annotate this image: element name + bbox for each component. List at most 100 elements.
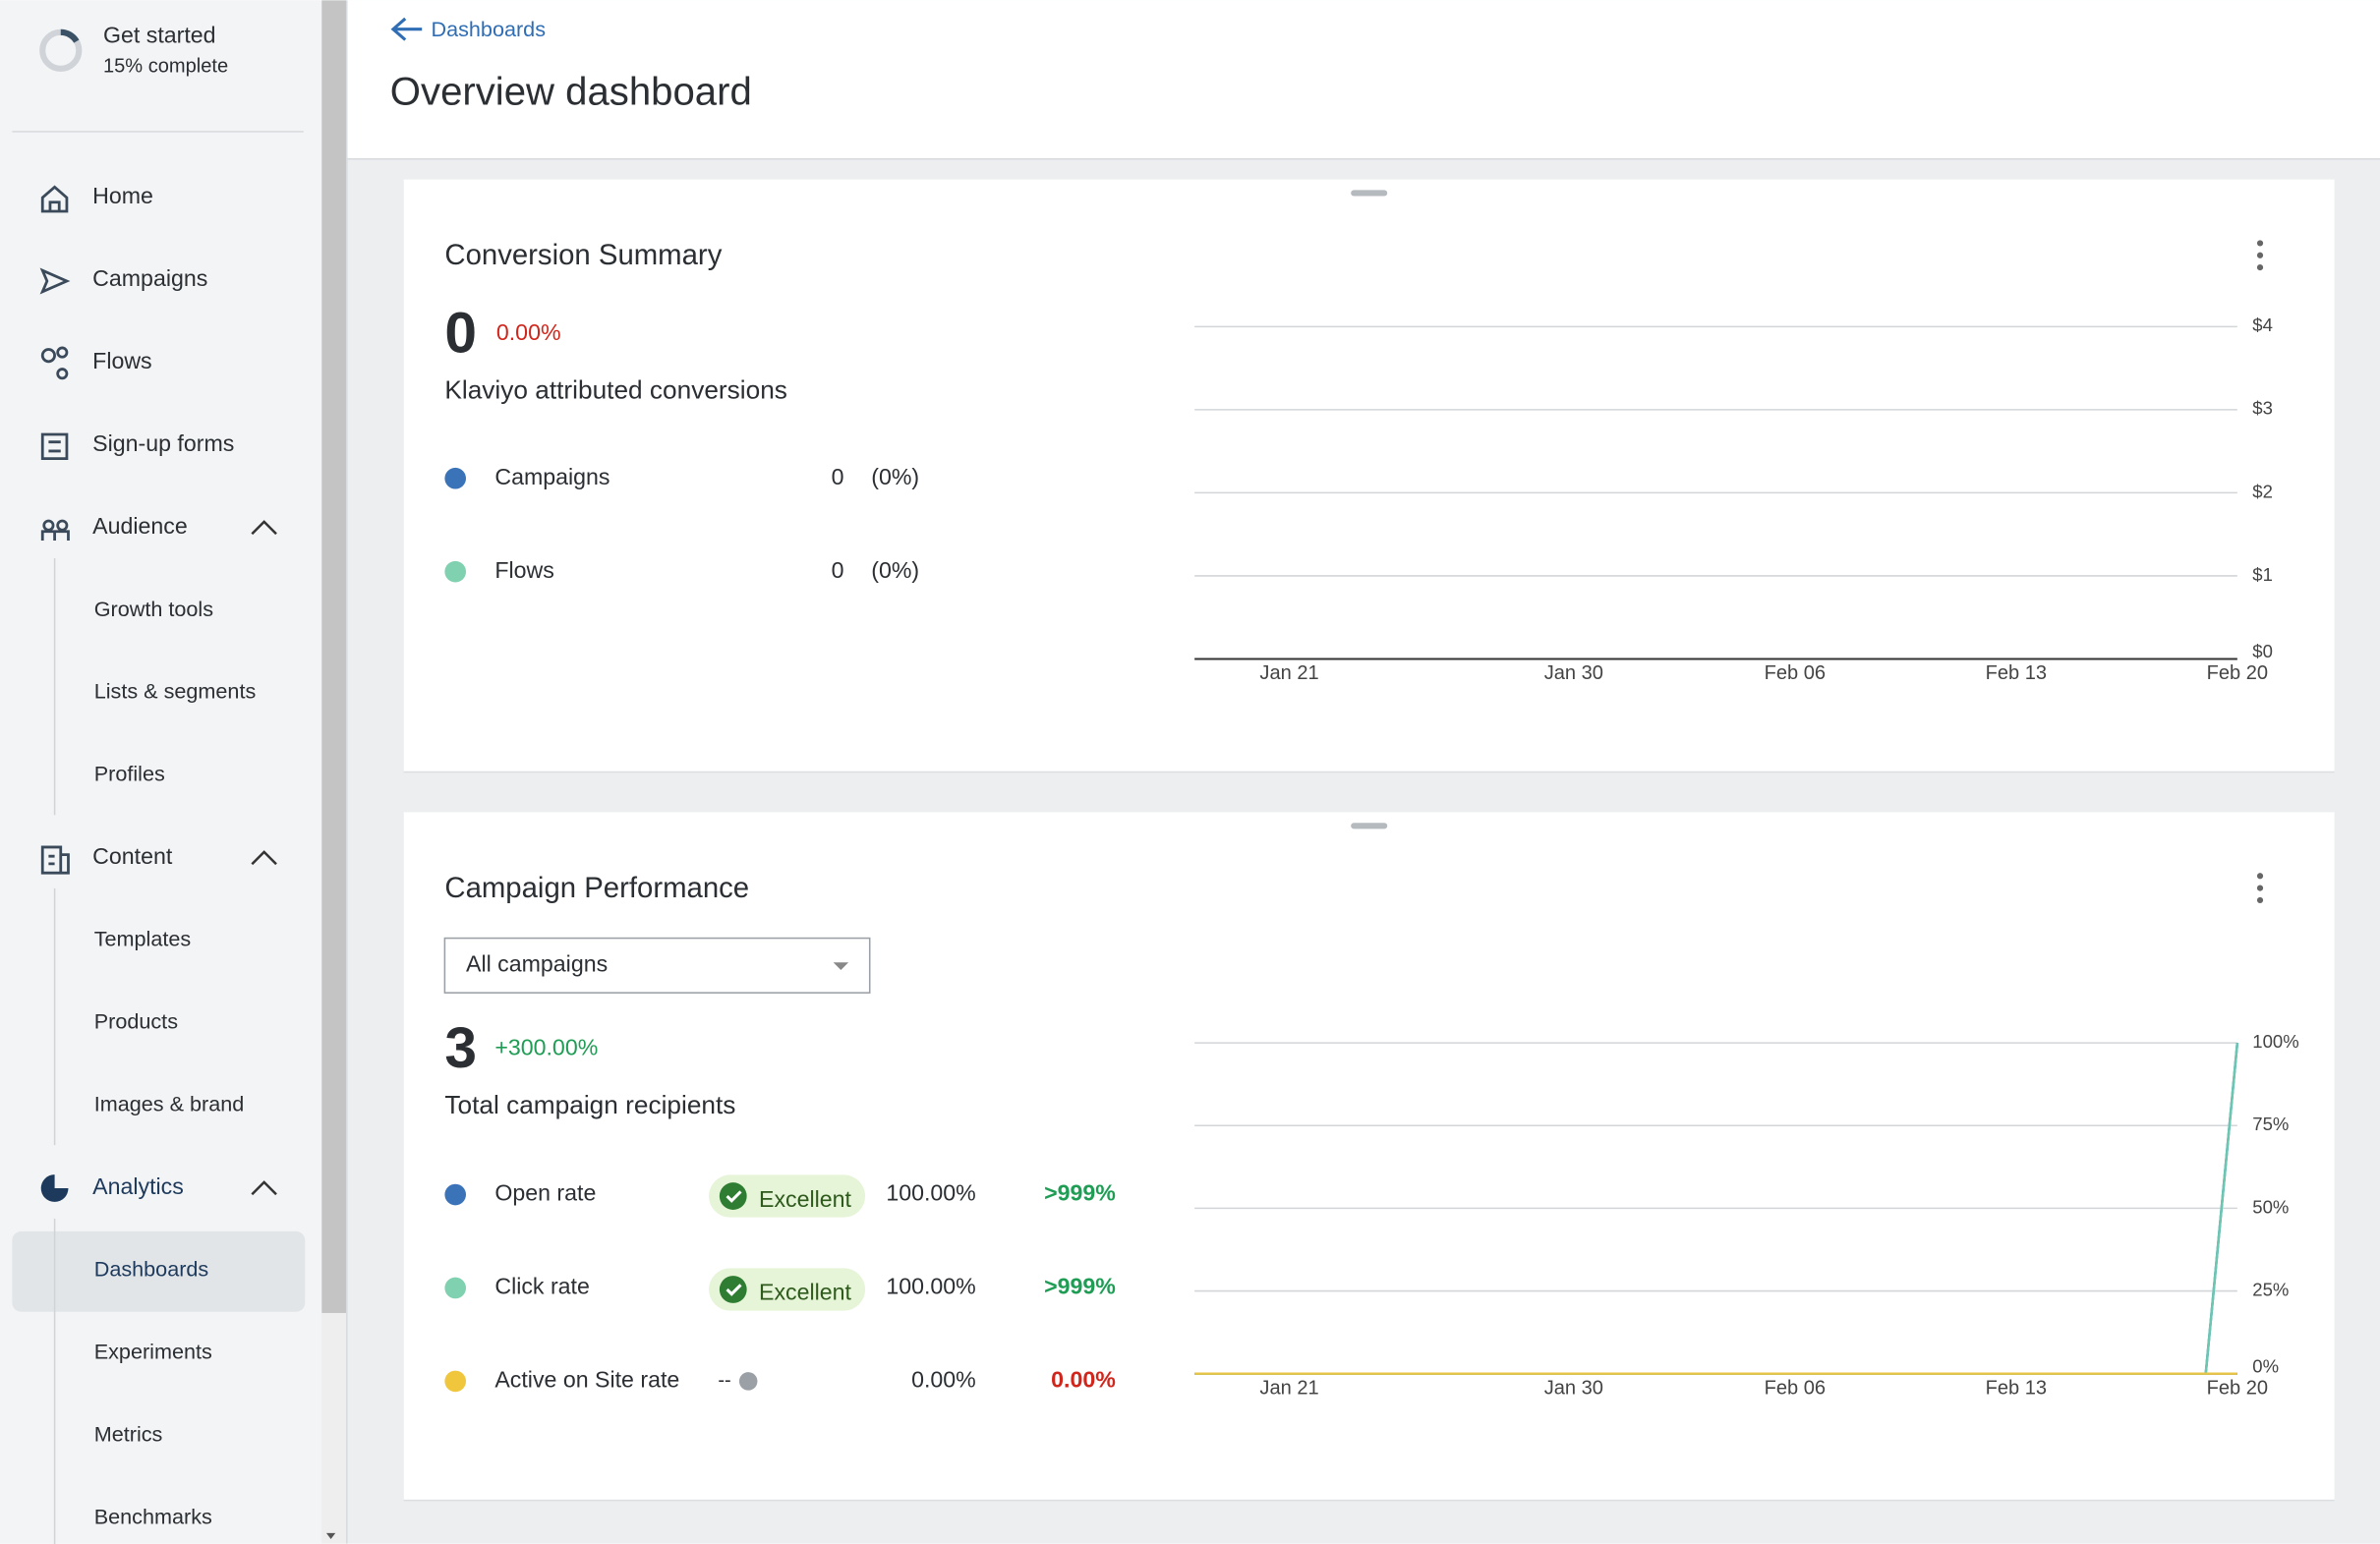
y-tick-label: 0%	[2252, 1355, 2279, 1376]
badge	[709, 1268, 866, 1311]
back-arrow[interactable]	[390, 17, 423, 41]
legend-dot	[444, 1277, 467, 1299]
nav-subitem[interactable]: Templates	[94, 927, 192, 951]
header-border	[347, 157, 2380, 160]
menu-dot[interactable]	[2256, 240, 2264, 247]
nav-subitem[interactable]: Images & brand	[94, 1092, 245, 1116]
badge-text: Excellent	[759, 1186, 852, 1212]
row-value: 0	[832, 464, 844, 489]
nav-item[interactable]: Campaigns	[92, 265, 207, 291]
x-tick-label: Jan 21	[1259, 1377, 1318, 1399]
menu-dot[interactable]	[2256, 896, 2264, 904]
legend-dot	[444, 1370, 467, 1393]
get-started-title[interactable]: Get started	[103, 23, 216, 48]
nav-item[interactable]: Flows	[92, 348, 151, 373]
x-tick-label: Feb 06	[1765, 1377, 1826, 1399]
nav-item[interactable]: Sign-up forms	[92, 430, 234, 456]
nav-subitem[interactable]: Lists & segments	[94, 679, 257, 704]
nav-item[interactable]: Audience	[92, 513, 188, 539]
row-value: 100.00%	[886, 1274, 975, 1299]
y-tick-label: 50%	[2252, 1196, 2289, 1217]
row-change: >999%	[1044, 1274, 1116, 1299]
badge-icon	[719, 1182, 747, 1210]
menu-dot[interactable]	[2256, 252, 2264, 258]
card-title: Conversion Summary	[444, 239, 722, 271]
nav-subitem[interactable]: Growth tools	[94, 597, 213, 621]
nav-subitem[interactable]: Dashboards	[94, 1257, 209, 1282]
card-subtitle: Klaviyo attributed conversions	[444, 375, 787, 405]
nav-subitem[interactable]: Products	[94, 1009, 178, 1034]
back-link[interactable]: Dashboards	[431, 17, 546, 41]
y-tick-label: $1	[2252, 564, 2273, 585]
change: +300.00%	[494, 1034, 598, 1059]
dropdown[interactable]	[443, 937, 871, 994]
nav-icon	[40, 185, 69, 213]
benchmark: --	[718, 1370, 730, 1392]
card-title: Campaign Performance	[444, 872, 749, 904]
nav-subitem[interactable]: Metrics	[94, 1422, 163, 1447]
nav-subitem[interactable]: Profiles	[94, 762, 165, 786]
drag-handle[interactable]	[1351, 823, 1388, 829]
badge-check	[726, 1190, 742, 1203]
get-started-progress: 15% complete	[103, 56, 228, 78]
divider	[12, 131, 304, 133]
x-tick-label: Jan 30	[1544, 1377, 1603, 1399]
drag-handle[interactable]	[1351, 190, 1388, 197]
row-share: (0%)	[871, 464, 919, 489]
y-tick-label: 25%	[2252, 1279, 2289, 1299]
nav-icon	[54, 1172, 72, 1189]
scroll-thumb[interactable]	[321, 0, 347, 1313]
y-tick-label: $3	[2252, 398, 2273, 419]
card	[403, 812, 2335, 1500]
x-tick-label: Feb 13	[1986, 1377, 2047, 1399]
x-tick-label: Jan 21	[1259, 662, 1318, 684]
menu-dot[interactable]	[2256, 885, 2264, 891]
y-tick-label: $0	[2252, 641, 2273, 661]
nav-item[interactable]: Home	[92, 183, 153, 208]
legend-dot	[444, 560, 467, 583]
row-value: 100.00%	[886, 1180, 975, 1206]
badge-text: Excellent	[759, 1280, 852, 1305]
row-change: 0.00%	[1051, 1367, 1116, 1393]
nav-icon	[39, 267, 71, 295]
change: 0.00%	[496, 319, 561, 345]
nav-item[interactable]: Analytics	[92, 1173, 184, 1199]
big-number: 3	[444, 1016, 477, 1080]
dropdown-value[interactable]: All campaigns	[466, 950, 608, 976]
sidebar-border	[346, 0, 348, 1544]
nav-active	[12, 1230, 306, 1312]
x-tick-label: Feb 20	[2207, 1377, 2268, 1399]
menu-dot[interactable]	[2256, 264, 2264, 271]
y-tick-label: $2	[2252, 481, 2273, 501]
card-subtitle: Total campaign recipients	[444, 1090, 735, 1119]
y-tick-label: 100%	[2252, 1031, 2298, 1052]
collapse-chevron[interactable]	[251, 1180, 277, 1196]
big-number: 0	[444, 302, 477, 366]
nav-subitem[interactable]: Experiments	[94, 1340, 212, 1364]
row-share: (0%)	[871, 557, 919, 583]
scroll-arrow[interactable]	[325, 1532, 336, 1539]
nav-icon	[40, 519, 70, 542]
nav-subitem[interactable]: Benchmarks	[94, 1505, 212, 1529]
row-name: Open rate	[494, 1180, 596, 1206]
card	[403, 179, 2335, 772]
collapse-chevron[interactable]	[251, 520, 277, 536]
row-change: >999%	[1044, 1180, 1116, 1206]
row-name: Flows	[494, 557, 553, 583]
menu-dot[interactable]	[2256, 873, 2264, 880]
row-value: 0	[832, 557, 844, 583]
row-name: Click rate	[494, 1274, 590, 1299]
row-value: 0.00%	[911, 1367, 976, 1393]
help-icon[interactable]	[738, 1372, 758, 1391]
nav-icon	[40, 845, 70, 875]
collapse-chevron[interactable]	[251, 850, 277, 866]
page-title: Overview dashboard	[390, 70, 752, 114]
x-tick-label: Feb 06	[1765, 662, 1826, 684]
legend-dot	[444, 1183, 467, 1206]
badge-check	[726, 1284, 742, 1296]
nav-item[interactable]: Content	[92, 843, 173, 869]
nav-icon	[40, 432, 69, 461]
badge	[709, 1174, 866, 1218]
badge-icon	[719, 1276, 747, 1303]
